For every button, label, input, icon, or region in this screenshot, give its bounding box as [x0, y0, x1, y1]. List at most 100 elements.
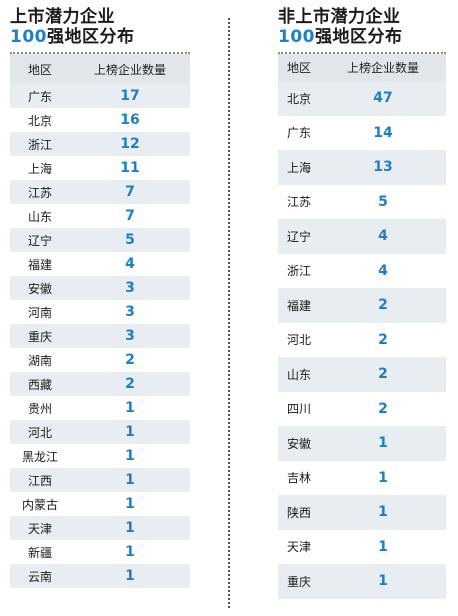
table-row: 天津 1	[10, 516, 190, 540]
region-cell: 江西	[10, 468, 70, 492]
region-cell: 重庆	[278, 564, 320, 599]
table-row: 天津 1	[278, 529, 446, 564]
region-cell: 河北	[278, 322, 320, 357]
table-row: 云南 1	[10, 564, 190, 588]
table-row: 广东 14	[278, 115, 446, 150]
region-cell: 贵州	[10, 396, 70, 420]
region-cell: 上海	[10, 156, 70, 180]
count-cell: 4	[320, 219, 446, 254]
header-count: 上榜企业数量	[70, 54, 190, 84]
listed-panel: 上市潜力企业 100强地区分布 地区 上榜企业数量 广东 17 北京 16 浙江 12 上海…	[10, 0, 190, 588]
table-row: 内蒙古 1	[10, 492, 190, 516]
region-cell: 湖南	[10, 348, 70, 372]
region-cell: 广东	[278, 115, 320, 150]
region-cell: 江苏	[10, 180, 70, 204]
region-cell: 云南	[10, 564, 70, 588]
region-cell: 北京	[10, 108, 70, 132]
count-cell: 12	[70, 132, 190, 156]
count-cell: 2	[320, 357, 446, 392]
table-row: 辽宁 4	[278, 219, 446, 254]
region-cell: 河北	[10, 420, 70, 444]
table-row: 安徽 3	[10, 276, 190, 300]
region-cell: 山东	[10, 204, 70, 228]
table-row: 北京 16	[10, 108, 190, 132]
count-cell: 13	[320, 150, 446, 185]
region-cell: 福建	[10, 252, 70, 276]
unlisted-panel: 非上市潜力企业 100强地区分布 地区 上榜企业数量 北京 47 广东 14 上海 13 江…	[278, 0, 446, 599]
region-cell: 吉林	[278, 460, 320, 495]
listed-title-rest: 强地区分布	[47, 27, 135, 47]
region-cell: 内蒙古	[10, 492, 70, 516]
table-row: 广东 17	[10, 84, 190, 108]
region-cell: 福建	[278, 288, 320, 323]
unlisted-title-rest: 强地区分布	[315, 27, 403, 47]
region-cell: 北京	[278, 81, 320, 116]
table-row: 山东 2	[278, 357, 446, 392]
header-count: 上榜企业数量	[320, 54, 446, 81]
table-row: 北京 47	[278, 81, 446, 116]
region-cell: 上海	[278, 150, 320, 185]
table-row: 河北 2	[278, 322, 446, 357]
listed-table-header: 地区 上榜企业数量	[10, 54, 190, 84]
listed-table: 地区 上榜企业数量 广东 17 北京 16 浙江 12 上海 11 江苏 7 山东 7 辽宁 5 福建 4 安徽…	[10, 54, 190, 588]
count-cell: 1	[70, 540, 190, 564]
table-row: 西藏 2	[10, 372, 190, 396]
region-cell: 黑龙江	[10, 444, 70, 468]
unlisted-table-header: 地区 上榜企业数量	[278, 54, 446, 81]
table-row: 山东 7	[10, 204, 190, 228]
region-cell: 浙江	[10, 132, 70, 156]
count-cell: 5	[320, 184, 446, 219]
region-cell: 广东	[10, 84, 70, 108]
count-cell: 1	[320, 460, 446, 495]
count-cell: 1	[70, 420, 190, 444]
count-cell: 1	[70, 444, 190, 468]
table-row: 江苏 5	[278, 184, 446, 219]
unlisted-title-number: 100	[278, 27, 315, 47]
region-cell: 陕西	[278, 495, 320, 530]
listed-table-top-border	[10, 52, 190, 54]
table-row: 黑龙江 1	[10, 444, 190, 468]
header-region: 地区	[10, 54, 70, 84]
table-row: 重庆 1	[278, 564, 446, 599]
table-row: 重庆 3	[10, 324, 190, 348]
count-cell: 1	[320, 564, 446, 599]
table-row: 浙江 12	[10, 132, 190, 156]
header-region: 地区	[278, 54, 320, 81]
region-cell: 西藏	[10, 372, 70, 396]
count-cell: 3	[70, 324, 190, 348]
table-row: 浙江 4	[278, 253, 446, 288]
count-cell: 2	[320, 391, 446, 426]
region-cell: 天津	[10, 516, 70, 540]
table-row: 湖南 2	[10, 348, 190, 372]
count-cell: 1	[70, 468, 190, 492]
count-cell: 17	[70, 84, 190, 108]
region-cell: 河南	[10, 300, 70, 324]
count-cell: 7	[70, 180, 190, 204]
unlisted-title-line2: 100强地区分布	[278, 27, 446, 47]
table-row: 福建 2	[278, 288, 446, 323]
listed-title: 上市潜力企业 100强地区分布	[10, 0, 190, 52]
count-cell: 1	[70, 492, 190, 516]
count-cell: 1	[320, 495, 446, 530]
count-cell: 7	[70, 204, 190, 228]
table-row: 四川 2	[278, 391, 446, 426]
table-row: 贵州 1	[10, 396, 190, 420]
region-cell: 辽宁	[278, 219, 320, 254]
unlisted-table-top-border	[278, 52, 446, 54]
table-row: 辽宁 5	[10, 228, 190, 252]
unlisted-title: 非上市潜力企业 100强地区分布	[278, 0, 446, 52]
count-cell: 1	[70, 564, 190, 588]
region-cell: 辽宁	[10, 228, 70, 252]
count-cell: 11	[70, 156, 190, 180]
listed-title-line2: 100强地区分布	[10, 27, 190, 47]
region-cell: 四川	[278, 391, 320, 426]
count-cell: 3	[70, 276, 190, 300]
region-cell: 安徽	[10, 276, 70, 300]
listed-title-number: 100	[10, 27, 47, 47]
count-cell: 4	[70, 252, 190, 276]
unlisted-title-line1: 非上市潜力企业	[278, 7, 401, 27]
count-cell: 5	[70, 228, 190, 252]
center-divider	[228, 18, 230, 608]
region-cell: 山东	[278, 357, 320, 392]
count-cell: 1	[70, 516, 190, 540]
